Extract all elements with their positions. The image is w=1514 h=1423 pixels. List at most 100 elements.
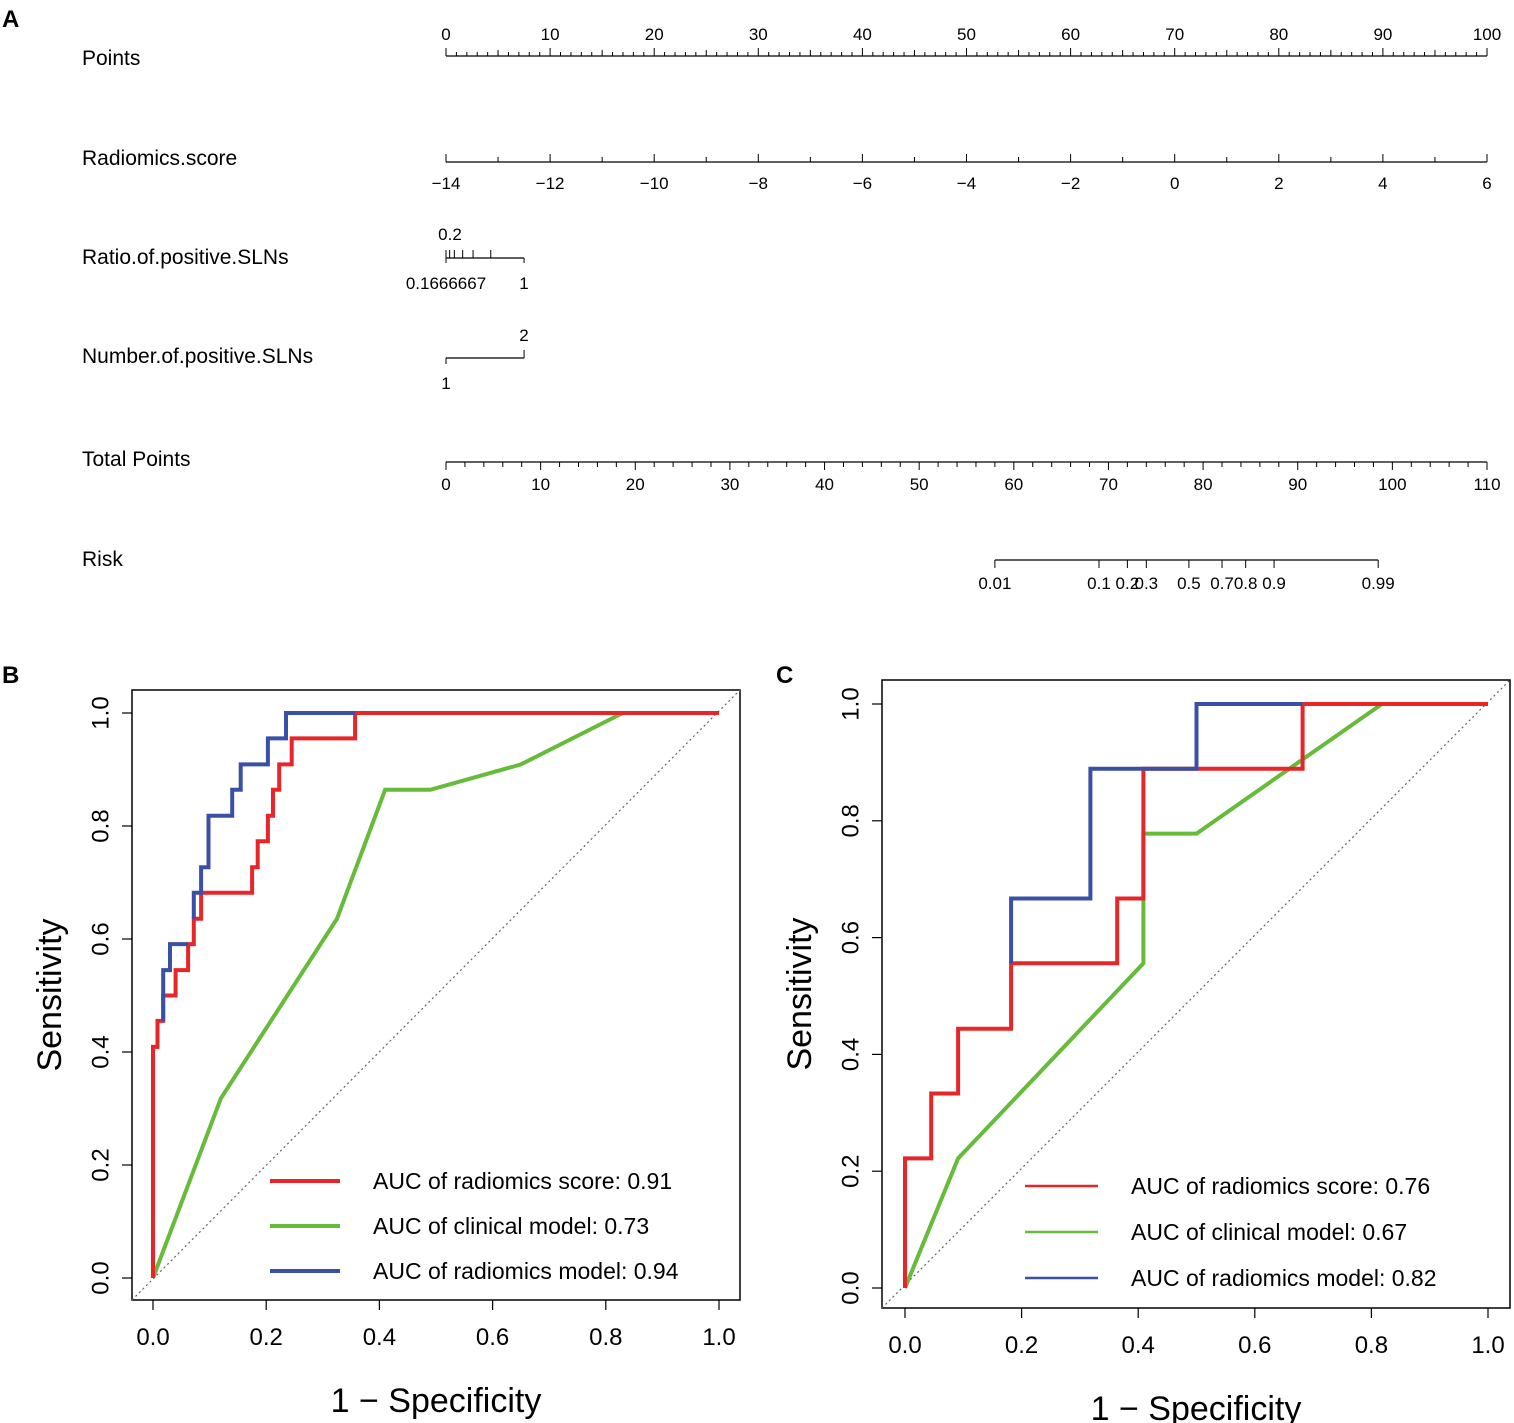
y-tick-label: 0.2 (87, 1148, 114, 1181)
y-tick-label: 0.0 (87, 1261, 114, 1294)
points-tick-label: 100 (1473, 25, 1501, 44)
radiomics-tick-label: −6 (853, 174, 872, 193)
x-axis-label: 1 − Specificity (331, 1382, 542, 1420)
row-label-radiomics-score: Radiomics.score (82, 147, 237, 170)
x-tick-label: 0.0 (136, 1324, 169, 1351)
y-tick-label: 1.0 (837, 687, 864, 720)
x-tick-label: 1.0 (702, 1324, 735, 1351)
total-points-tick-label: 90 (1288, 475, 1307, 494)
radiomics-tick-label: −2 (1061, 174, 1080, 193)
risk-tick-label: 0.8 (1234, 574, 1258, 593)
y-tick-label: 0.2 (837, 1155, 864, 1188)
risk-tick-label: 0.5 (1177, 574, 1201, 593)
total-points-tick-label: 10 (531, 475, 550, 494)
legend-label: AUC of radiomics score: 0.76 (1131, 1173, 1430, 1199)
total-points-tick-label: 40 (815, 475, 834, 494)
y-tick-label: 0.6 (837, 921, 864, 954)
total-points-tick-label: 50 (910, 475, 929, 494)
y-tick-label: 0.6 (87, 922, 114, 955)
radiomics-tick-label: 2 (1274, 174, 1283, 193)
roc-curve-radiomics-model (191, 711, 356, 919)
radiomics-tick-label: −12 (536, 174, 565, 193)
legend-label: AUC of radiomics model: 0.82 (1131, 1265, 1437, 1291)
x-axis-label: 1 − Specificity (1091, 1390, 1302, 1423)
radiomics-tick-label: 4 (1378, 174, 1387, 193)
row-label-points: Points (82, 47, 140, 70)
points-tick-label: 30 (749, 25, 768, 44)
risk-tick-label: 0.2 (1116, 574, 1140, 593)
x-tick-label: 0.8 (1355, 1332, 1388, 1359)
row-label-ratio: Ratio.of.positive.SLNs (82, 246, 289, 269)
total-points-tick-label: 0 (441, 475, 450, 494)
y-tick-label: 0.8 (837, 804, 864, 837)
nomogram-axes: 0 10 20 30 40 50 60 70 80 90 100−14 −12 −10 −8 −6 −4 −2 0… (432, 25, 1502, 593)
ratio-tick-bottom-left: 0.1666667 (406, 274, 486, 293)
risk-tick-label: 0.99 (1362, 574, 1395, 593)
x-tick-label: 0.4 (1122, 1332, 1155, 1359)
total-points-tick-label: 100 (1378, 475, 1406, 494)
x-tick-label: 0.6 (1238, 1332, 1271, 1359)
panel-label-c: C (776, 662, 793, 689)
y-tick-label: 1.0 (87, 696, 114, 729)
points-tick-label: 40 (853, 25, 872, 44)
x-tick-label: 1.0 (1471, 1332, 1504, 1359)
y-tick-label: 0.8 (87, 809, 114, 842)
total-points-tick-label: 80 (1194, 475, 1213, 494)
risk-tick-label: 0.01 (978, 574, 1011, 593)
ratio-tick-top: 0.2 (438, 225, 462, 244)
row-label-number: Number.of.positive.SLNs (82, 345, 313, 368)
risk-tick-label: 0.3 (1134, 574, 1158, 593)
roc-curve-radiomics-score (903, 702, 1488, 1288)
roc-plot-b: 0.0 0.2 0.4 0.6 0.8 1.0 0.0 0.2 0.4 0.6 0.8 1.0 1 − … (31, 689, 741, 1420)
points-tick-label: 60 (1061, 25, 1080, 44)
reference-diagonal (131, 689, 741, 1301)
y-axis-label: Sensitivity (781, 917, 819, 1070)
y-tick-label: 0.4 (837, 1038, 864, 1071)
points-tick-label: 10 (541, 25, 560, 44)
risk-tick-label: 0.1 (1087, 574, 1111, 593)
x-tick-label: 0.0 (888, 1332, 921, 1359)
row-label-total-points: Total Points (82, 448, 191, 471)
radiomics-tick-label: −4 (957, 174, 976, 193)
roc-plot-c: 0.0 0.2 0.4 0.6 0.8 1.0 0.0 0.2 0.4 0.6 0.8 1.0 1 − … (781, 679, 1511, 1423)
total-points-tick-label: 70 (1099, 475, 1118, 494)
y-tick-label: 0.0 (837, 1271, 864, 1304)
total-points-tick-label: 60 (1004, 475, 1023, 494)
radiomics-tick-label: 6 (1482, 174, 1491, 193)
x-tick-label: 0.4 (363, 1324, 396, 1351)
x-tick-label: 0.2 (1005, 1332, 1038, 1359)
legend-label: AUC of clinical model: 0.67 (1131, 1219, 1407, 1245)
radiomics-tick-label: −8 (749, 174, 768, 193)
x-tick-label: 0.2 (250, 1324, 283, 1351)
risk-tick-label: 0.9 (1262, 574, 1286, 593)
row-label-risk: Risk (82, 548, 123, 571)
total-points-tick-label: 20 (626, 475, 645, 494)
ratio-tick-bottom-right: 1 (519, 274, 528, 293)
legend-label: AUC of radiomics model: 0.94 (373, 1258, 679, 1284)
points-tick-label: 20 (645, 25, 664, 44)
points-tick-label: 50 (957, 25, 976, 44)
legend-label: AUC of clinical model: 0.73 (373, 1213, 649, 1239)
panel-label-a: A (2, 6, 19, 33)
points-tick-label: 80 (1269, 25, 1288, 44)
number-tick-bottom: 1 (441, 374, 450, 393)
roc-curve-radiomics-model-segment (161, 942, 189, 1021)
reference-diagonal (881, 679, 1511, 1309)
plot-frame (881, 679, 1511, 1309)
x-tick-label: 0.8 (589, 1324, 622, 1351)
radiomics-tick-label: −14 (432, 174, 461, 193)
risk-tick-label: 0.7 (1210, 574, 1234, 593)
roc-curve-clinical-model (903, 702, 1488, 1289)
points-tick-label: 90 (1373, 25, 1392, 44)
points-tick-label: 70 (1165, 25, 1184, 44)
y-axis-label: Sensitivity (31, 918, 69, 1071)
radiomics-tick-label: −10 (640, 174, 669, 193)
points-tick-label: 0 (441, 25, 450, 44)
legend-label: AUC of radiomics score: 0.91 (373, 1168, 672, 1194)
number-tick-top: 2 (519, 326, 528, 345)
radiomics-tick-label: 0 (1170, 174, 1179, 193)
plot-frame (131, 689, 741, 1301)
panel-label-b: B (2, 662, 19, 689)
total-points-tick-label: 30 (720, 475, 739, 494)
